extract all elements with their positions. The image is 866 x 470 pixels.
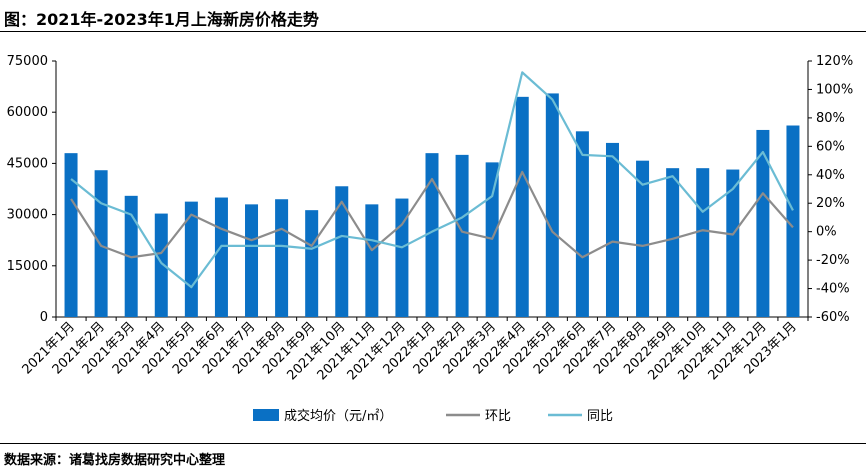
left-tick-label: 45000 <box>7 156 48 171</box>
bar <box>275 199 289 317</box>
left-tick-label: 0 <box>40 310 48 325</box>
title-rule <box>0 31 866 32</box>
bar <box>636 160 650 317</box>
right-tick-label: 60% <box>816 139 845 154</box>
right-tick-label: 0% <box>816 225 837 240</box>
legend-label: 成交均价（元/㎡） <box>284 408 392 424</box>
bar <box>455 154 469 317</box>
bar <box>154 213 168 317</box>
bar <box>756 129 770 317</box>
right-tick-label: -40% <box>816 282 850 297</box>
bar <box>305 210 319 317</box>
bar <box>515 96 529 317</box>
footer-rule <box>0 443 866 444</box>
left-tick-label: 15000 <box>7 259 48 274</box>
legend-swatch <box>253 409 279 421</box>
right-tick-label: 40% <box>816 168 845 183</box>
bar <box>425 153 439 317</box>
right-tick-label: 20% <box>816 196 845 211</box>
bar <box>184 201 198 317</box>
series-line <box>70 71 794 289</box>
left-tick-label: 30000 <box>7 208 48 223</box>
bar <box>605 142 619 317</box>
bar <box>545 93 559 317</box>
bar <box>726 169 740 317</box>
chart-title: 图：2021年-2023年1月上海新房价格走势 <box>4 10 319 29</box>
bar <box>214 197 228 317</box>
data-source: 数据来源：诸葛找房数据研究中心整理 <box>4 453 226 468</box>
series-line <box>70 170 794 259</box>
bar <box>575 131 589 317</box>
left-tick-label: 60000 <box>7 105 48 120</box>
legend-label: 同比 <box>587 409 613 424</box>
bar <box>696 168 710 317</box>
left-tick-label: 75000 <box>7 54 48 69</box>
right-tick-label: 100% <box>816 82 853 97</box>
legend-label: 环比 <box>485 409 511 424</box>
bar <box>64 153 78 317</box>
right-tick-label: -20% <box>816 253 850 268</box>
right-tick-label: -60% <box>816 310 850 325</box>
right-tick-label: 120% <box>816 54 853 69</box>
bar <box>365 204 379 317</box>
bar <box>666 168 680 317</box>
bar <box>94 170 108 317</box>
bar <box>245 204 259 317</box>
right-tick-label: 80% <box>816 111 845 126</box>
bar <box>786 125 800 318</box>
bar <box>335 186 349 317</box>
